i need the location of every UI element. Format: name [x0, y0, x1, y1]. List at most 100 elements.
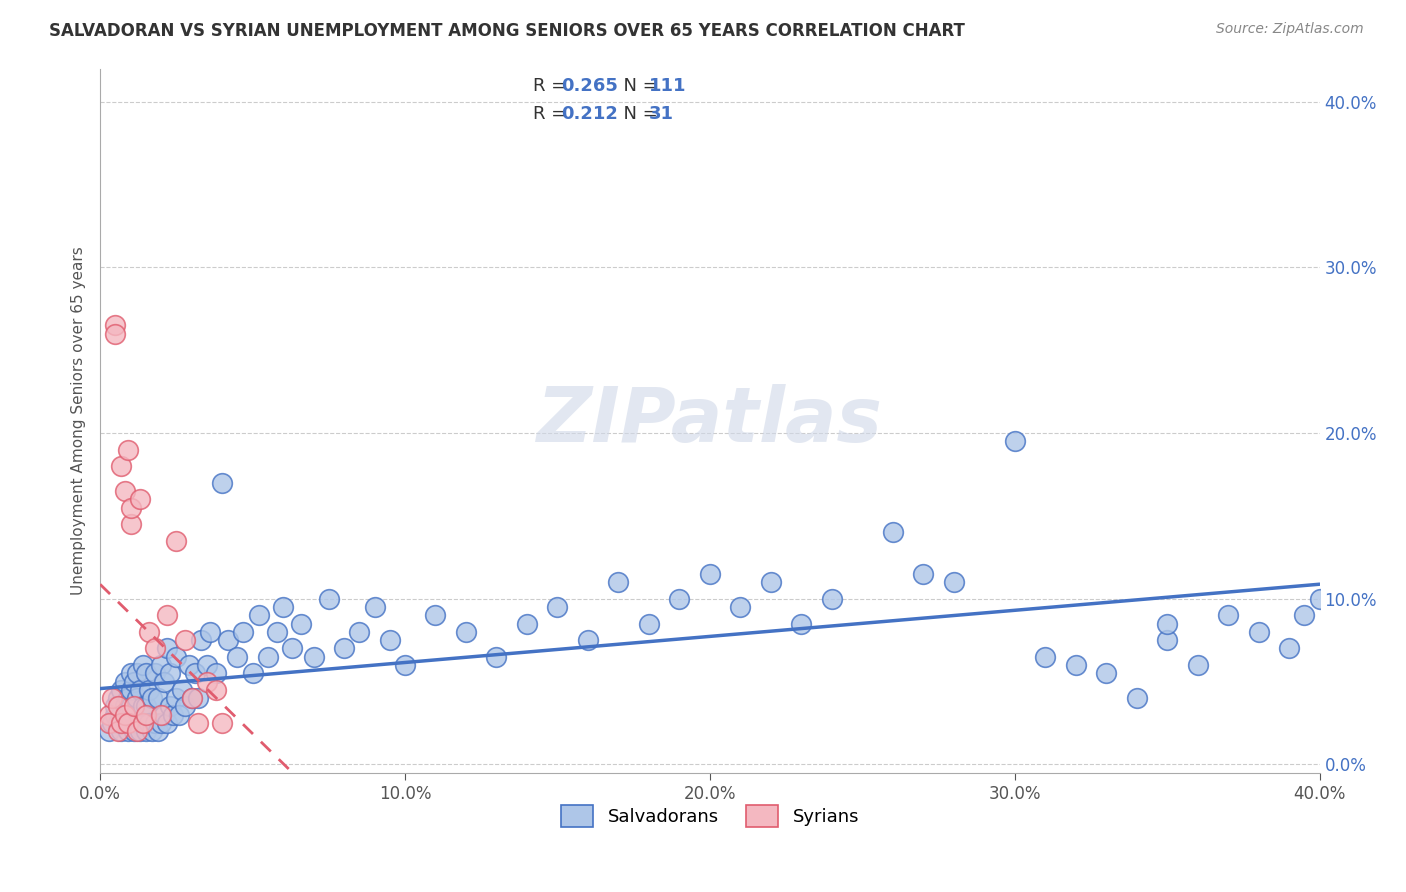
Point: [226, 649, 249, 664]
Point: [165, 649, 187, 664]
Point: [177, 658, 200, 673]
Point: [132, 699, 155, 714]
Point: [120, 699, 142, 714]
Text: SALVADORAN VS SYRIAN UNEMPLOYMENT AMONG SENIORS OVER 65 YEARS CORRELATION CHART: SALVADORAN VS SYRIAN UNEMPLOYMENT AMONG …: [49, 22, 965, 40]
Point: [107, 716, 129, 731]
Point: [128, 724, 150, 739]
Point: [153, 707, 176, 722]
Point: [122, 724, 145, 739]
Point: [169, 707, 191, 722]
Point: [98, 716, 121, 731]
Point: [125, 716, 148, 731]
Point: [101, 691, 124, 706]
Point: [180, 691, 202, 706]
Point: [576, 633, 599, 648]
Point: [1156, 633, 1178, 648]
Point: [117, 691, 139, 706]
Point: [205, 682, 228, 697]
Point: [114, 674, 136, 689]
Point: [165, 691, 187, 706]
Point: [607, 575, 630, 590]
Text: 0.265: 0.265: [561, 77, 619, 95]
Text: R =: R =: [533, 105, 572, 123]
Point: [107, 691, 129, 706]
Point: [205, 666, 228, 681]
Point: [333, 641, 356, 656]
Text: 111: 111: [650, 77, 686, 95]
Point: [120, 517, 142, 532]
Point: [318, 591, 340, 606]
Point: [143, 641, 166, 656]
Point: [120, 666, 142, 681]
Legend: Salvadorans, Syrians: Salvadorans, Syrians: [554, 797, 866, 834]
Point: [132, 716, 155, 731]
Point: [1004, 434, 1026, 449]
Point: [195, 658, 218, 673]
Point: [1309, 591, 1331, 606]
Point: [174, 633, 197, 648]
Point: [138, 624, 160, 639]
Point: [146, 724, 169, 739]
Point: [256, 649, 278, 664]
Point: [120, 716, 142, 731]
Point: [1294, 608, 1316, 623]
Point: [107, 699, 129, 714]
Point: [132, 716, 155, 731]
Point: [135, 724, 157, 739]
Point: [759, 575, 782, 590]
Text: N =: N =: [612, 105, 664, 123]
Point: [125, 724, 148, 739]
Point: [143, 716, 166, 731]
Point: [302, 649, 325, 664]
Point: [1247, 624, 1270, 639]
Point: [187, 716, 209, 731]
Point: [101, 716, 124, 731]
Point: [125, 691, 148, 706]
Point: [114, 699, 136, 714]
Point: [1095, 666, 1118, 681]
Point: [114, 707, 136, 722]
Text: ZIPatlas: ZIPatlas: [537, 384, 883, 458]
Point: [394, 658, 416, 673]
Point: [242, 666, 264, 681]
Point: [156, 641, 179, 656]
Point: [162, 707, 184, 722]
Point: [174, 699, 197, 714]
Point: [882, 525, 904, 540]
Point: [117, 716, 139, 731]
Point: [730, 600, 752, 615]
Point: [180, 691, 202, 706]
Point: [98, 707, 121, 722]
Point: [425, 608, 447, 623]
Point: [135, 707, 157, 722]
Point: [266, 624, 288, 639]
Point: [699, 566, 721, 581]
Point: [668, 591, 690, 606]
Point: [1125, 691, 1147, 706]
Text: 0.212: 0.212: [561, 105, 619, 123]
Point: [638, 616, 661, 631]
Point: [211, 716, 233, 731]
Point: [122, 707, 145, 722]
Point: [120, 500, 142, 515]
Point: [104, 699, 127, 714]
Point: [1278, 641, 1301, 656]
Point: [159, 666, 181, 681]
Point: [135, 666, 157, 681]
Point: [271, 600, 294, 615]
Point: [198, 624, 221, 639]
Point: [1064, 658, 1087, 673]
Point: [211, 475, 233, 490]
Point: [156, 716, 179, 731]
Point: [143, 666, 166, 681]
Point: [132, 658, 155, 673]
Point: [187, 691, 209, 706]
Point: [110, 682, 132, 697]
Point: [128, 682, 150, 697]
Point: [120, 682, 142, 697]
Point: [104, 326, 127, 341]
Point: [247, 608, 270, 623]
Y-axis label: Unemployment Among Seniors over 65 years: Unemployment Among Seniors over 65 years: [72, 246, 86, 595]
Point: [1187, 658, 1209, 673]
Point: [454, 624, 477, 639]
